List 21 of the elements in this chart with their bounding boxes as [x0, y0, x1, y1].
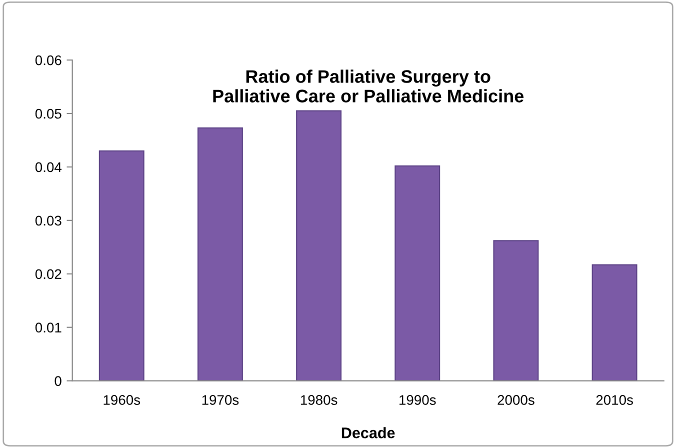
text: Ratio of Palliative Surgery to Palliative Care or Palliative Medicine	[213, 70, 524, 102]
bar	[98, 150, 144, 381]
bar	[197, 127, 243, 381]
y-tick-label: 0.03	[35, 216, 62, 226]
y-tick-label: 0.01	[35, 322, 62, 333]
y-tick-label: 0.04	[35, 162, 62, 172]
x-tick-label: 2000s	[498, 395, 534, 405]
y-tick-label: 0.02	[35, 269, 62, 280]
x-axis-title: Decade	[342, 427, 395, 438]
x-tick-label: 1970s	[202, 395, 239, 405]
bar	[493, 240, 539, 381]
bar	[592, 264, 638, 381]
x-tick-label: 1990s	[400, 395, 436, 405]
x-tick-label: 1980s	[300, 395, 338, 405]
y-tick-label: 0.06	[35, 55, 62, 66]
y-tick-label: 0.05	[35, 108, 62, 119]
y-tick-label: 0	[54, 376, 62, 386]
bar	[394, 165, 440, 381]
bar	[296, 110, 342, 381]
x-tick-label: 1960s	[104, 395, 140, 405]
x-tick-label: 2010s	[596, 395, 633, 405]
